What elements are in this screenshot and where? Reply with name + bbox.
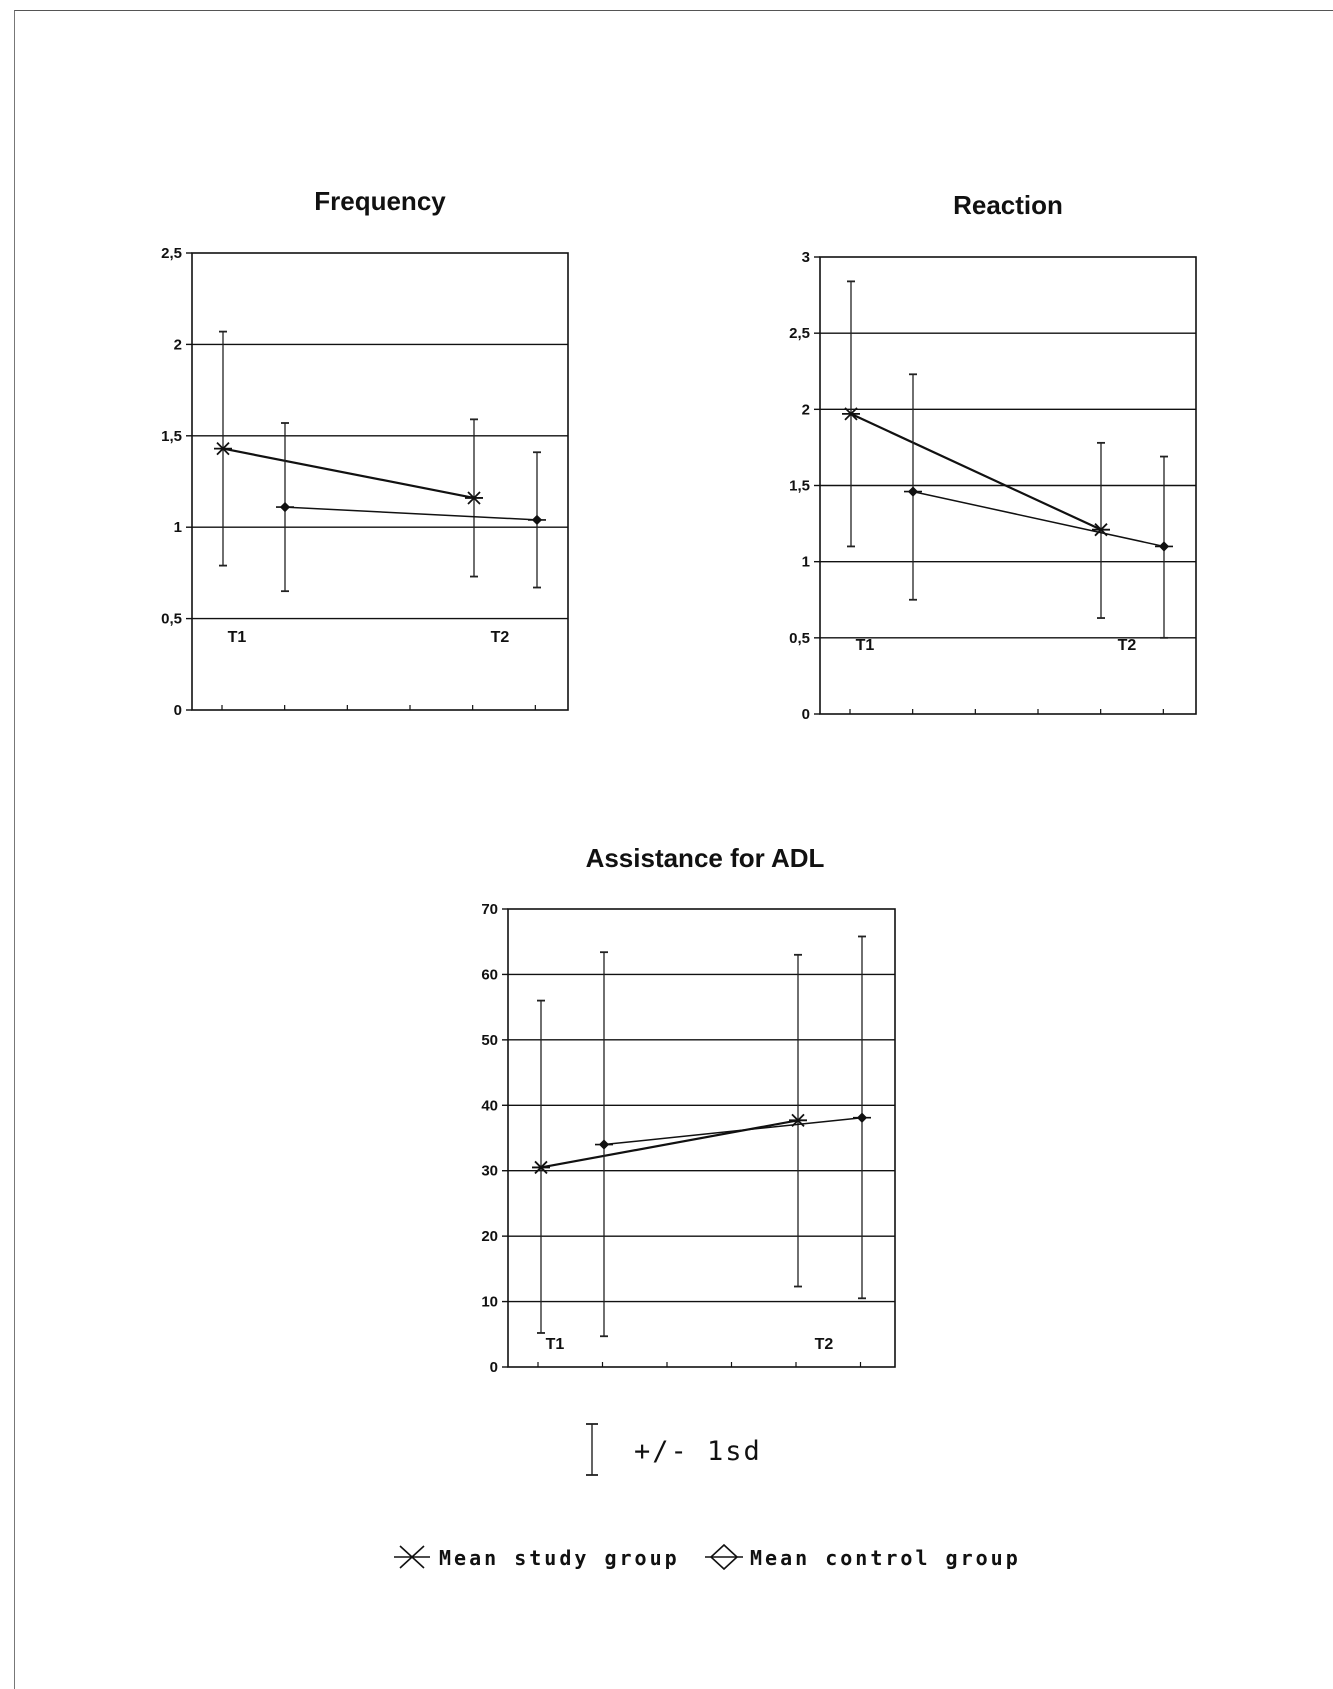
plot-frame (507, 908, 896, 1368)
data-point (853, 1112, 871, 1123)
y-tick-label: 0,5 (789, 630, 810, 647)
chart-panel-3: Assistance for ADL 0 10 20 30 40 50 60 70 T1 T2 (481, 843, 896, 1376)
y-tick-label: 1 (802, 554, 810, 571)
data-point (214, 441, 232, 456)
data-point (842, 407, 860, 421)
chart-title: Reaction (953, 190, 1063, 220)
y-tick-label: 30 (481, 1163, 498, 1180)
series-line (850, 412, 1102, 531)
legend-item-study-group: Mean study group (394, 1545, 680, 1570)
y-tick-label: 10 (481, 1294, 498, 1311)
time-label-t2: T2 (1118, 637, 1137, 654)
plot-frame (191, 252, 569, 711)
page-frame (14, 10, 1333, 1689)
series-control-group (276, 422, 546, 593)
y-tick-label: 0 (174, 702, 182, 719)
data-point (904, 486, 922, 497)
y-tick-label: 20 (481, 1228, 498, 1245)
time-label-t1: T1 (856, 637, 875, 654)
y-tick-label: 1,5 (789, 478, 810, 495)
y-tick-label: 2 (802, 401, 810, 418)
y-tick-label: 0 (802, 706, 810, 723)
chart-panel-1: Frequency 0 0,5 1 1,5 2 2,5 T1 T2 (161, 186, 569, 719)
series-line (603, 1116, 863, 1146)
series-study-group (842, 280, 1110, 619)
data-point (276, 501, 294, 513)
time-label-t1: T1 (228, 629, 247, 646)
series-line (222, 447, 475, 500)
data-point (595, 1139, 613, 1150)
time-label-t2: T2 (815, 1336, 834, 1353)
y-tick-label: 2,5 (161, 245, 182, 262)
series-line (540, 1119, 799, 1169)
chart-title: Frequency (314, 186, 446, 216)
time-label-t2: T2 (491, 629, 510, 646)
y-tick-label: 3 (802, 249, 810, 266)
legend-label: Mean study group (439, 1546, 680, 1570)
series-control-group (904, 373, 1173, 639)
y-tick-label: 2,5 (789, 325, 810, 342)
data-point (528, 514, 546, 526)
series-line (912, 490, 1165, 548)
time-label-t1: T1 (546, 1336, 565, 1353)
y-tick-label: 50 (481, 1032, 498, 1049)
legend-label: Mean control group (750, 1546, 1021, 1570)
y-tick-label: 70 (481, 901, 498, 918)
legend: +/- 1sd Mean study group Mean control grou… (394, 1423, 1021, 1571)
chart-title: Assistance for ADL (586, 843, 825, 873)
data-point (532, 1160, 550, 1175)
data-point (1155, 541, 1173, 552)
legend-item-control-group: Mean control group (705, 1543, 1021, 1571)
y-tick-label: 0,5 (161, 611, 182, 628)
sd-legend-label: +/- 1sd (634, 1436, 762, 1467)
series-study-group (214, 330, 483, 578)
y-tick-label: 1,5 (161, 428, 182, 445)
y-tick-label: 1 (174, 519, 182, 536)
y-tick-label: 40 (481, 1097, 498, 1114)
chart-panel-2: Reaction 0 0,5 1 1,5 2 2,5 3 T1 T2 (789, 190, 1197, 723)
series-study-group (532, 953, 807, 1334)
y-tick-label: 60 (481, 966, 498, 983)
series-control-group (595, 935, 871, 1338)
y-tick-label: 0 (490, 1359, 498, 1376)
series-line (284, 506, 538, 521)
y-tick-label: 2 (174, 336, 182, 353)
data-point (465, 491, 483, 505)
sd-legend-symbol (586, 1423, 598, 1476)
